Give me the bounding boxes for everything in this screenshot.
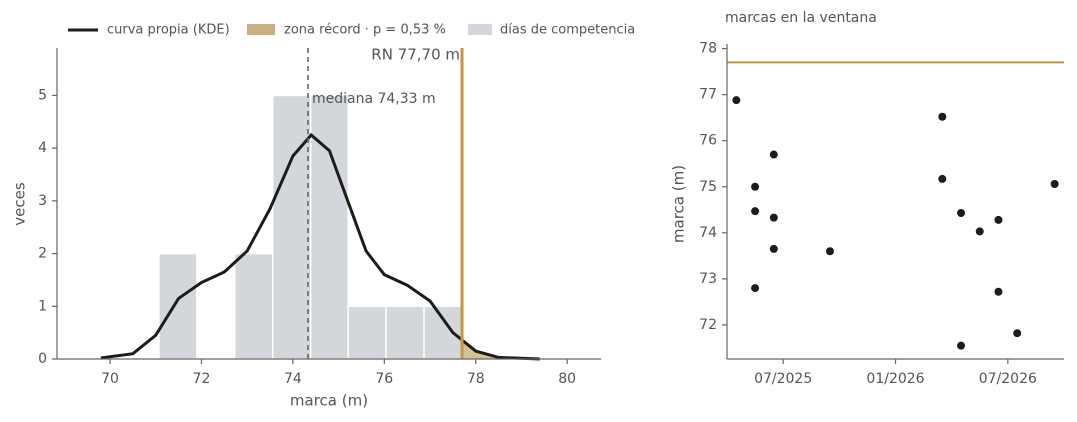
legend-label: curva propia (KDE) bbox=[107, 23, 230, 38]
x-tick-label: 78 bbox=[467, 371, 485, 387]
point bbox=[938, 174, 947, 183]
histogram-bar bbox=[385, 305, 425, 360]
point bbox=[1050, 180, 1059, 188]
histogram-bar bbox=[347, 305, 387, 360]
histogram-bar bbox=[234, 252, 274, 360]
median-label: mediana 74,33 m bbox=[312, 91, 436, 107]
x-tick-label: 07/2025 bbox=[754, 371, 812, 387]
histogram-bar bbox=[272, 94, 312, 360]
y-tick-label: 73 bbox=[699, 271, 717, 287]
y-tick-label: 74 bbox=[699, 225, 717, 241]
point bbox=[769, 244, 778, 253]
point bbox=[732, 96, 741, 105]
y-tick-label: 78 bbox=[699, 41, 717, 57]
legend-swatch bbox=[468, 24, 492, 35]
subplot-title: marcas en la ventana bbox=[725, 10, 877, 26]
point bbox=[751, 284, 760, 293]
point bbox=[751, 182, 760, 191]
x-tick-label: 07/2026 bbox=[979, 371, 1037, 387]
point bbox=[957, 209, 966, 218]
kde-curve bbox=[100, 132, 540, 361]
x-tick-label: 72 bbox=[193, 371, 211, 387]
x-axis-label: marca (m) bbox=[290, 392, 368, 410]
point bbox=[825, 247, 834, 256]
point bbox=[957, 341, 966, 350]
x-tick-label: 74 bbox=[284, 371, 302, 387]
y-axis-label: marca (m) bbox=[670, 165, 688, 243]
x-tick-label: 01/2026 bbox=[866, 371, 924, 387]
y-tick-label: 0 bbox=[38, 351, 47, 367]
point bbox=[938, 112, 947, 121]
x-tick-label: 70 bbox=[101, 371, 119, 387]
y-tick-label: 75 bbox=[699, 179, 717, 195]
y-tick-label: 77 bbox=[699, 87, 717, 103]
point bbox=[751, 207, 760, 216]
record-label: RN 77,70 m bbox=[371, 46, 460, 64]
y-tick-label: 72 bbox=[699, 317, 717, 333]
legend-swatch bbox=[247, 24, 275, 35]
x-tick-label: 76 bbox=[375, 371, 393, 387]
point bbox=[769, 150, 778, 159]
point bbox=[994, 287, 1003, 296]
legend-label: zona récord · p = 0,53 % bbox=[284, 23, 446, 38]
y-tick-label: 3 bbox=[38, 193, 47, 209]
y-tick-label: 2 bbox=[38, 246, 47, 262]
y-tick-label: 1 bbox=[38, 298, 47, 314]
legend-label: días de competencia bbox=[500, 23, 635, 38]
histogram-bar bbox=[158, 252, 198, 360]
x-tick-label: 80 bbox=[558, 371, 576, 387]
record-zone bbox=[462, 340, 540, 359]
point bbox=[975, 227, 984, 236]
y-tick-label: 76 bbox=[699, 133, 717, 149]
point bbox=[1013, 329, 1022, 338]
y-tick-label: 5 bbox=[38, 87, 47, 103]
histogram-bar bbox=[423, 305, 463, 360]
point bbox=[994, 215, 1003, 224]
histogram-bar bbox=[309, 94, 349, 360]
point bbox=[769, 213, 778, 222]
y-tick-label: 4 bbox=[38, 140, 47, 156]
y-axis-label: veces bbox=[11, 182, 29, 226]
